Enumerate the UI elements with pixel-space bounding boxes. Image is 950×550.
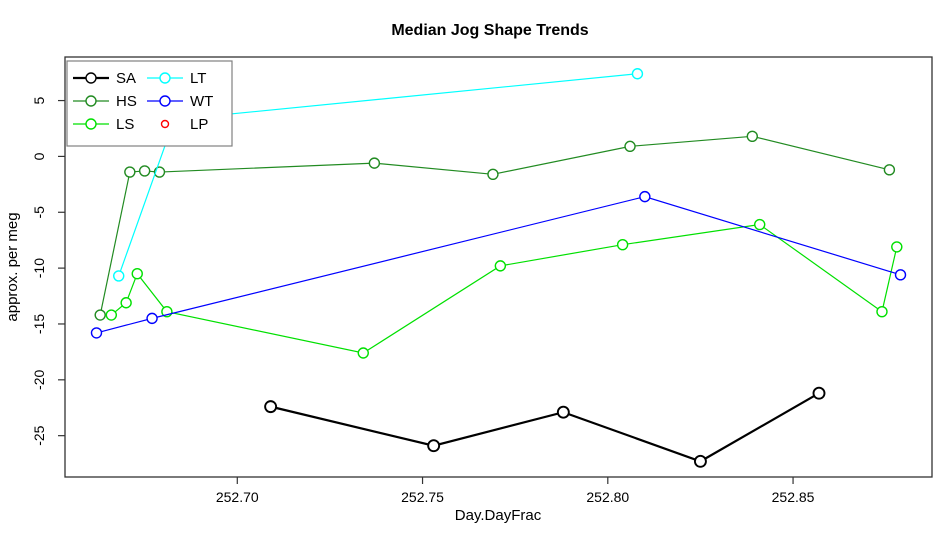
data-point [487,168,499,180]
data-point [754,218,766,231]
data-point [639,190,651,203]
data-point [891,241,903,253]
legend-marker [159,72,171,84]
legend-label: SA [116,70,136,87]
x-tick-label: 252.75 [401,489,444,505]
data-point [357,347,369,359]
data-point [264,400,278,414]
legend-entry-HS: HS [73,93,137,110]
y-tick-label: -5 [31,206,47,219]
data-point [124,166,136,178]
legend-label: WT [190,93,213,110]
data-point [146,312,158,325]
data-point [113,270,125,282]
legend: SA HS LS LT WT LP [66,60,233,147]
series-line [96,196,901,334]
data-point [894,269,907,281]
legend-label: LS [116,116,134,133]
x-tick-label: 252.85 [772,489,815,505]
legend-entry-LT: LT [147,70,206,87]
series-LS [105,218,903,359]
y-tick-label: -25 [31,425,47,445]
y-tick-label: 5 [31,96,47,104]
chart-title: Median Jog Shape Trends [391,22,588,39]
data-point [94,309,106,321]
legend-label: HS [116,93,137,110]
series-SA [264,386,826,468]
plot-border [64,56,933,478]
legend-marker [160,119,170,129]
series-line [99,135,890,316]
legend-marker [85,72,97,84]
data-point [883,164,896,176]
plot-area: 252.70 252.75 252.80 252.85 5 0 -5 -10 -15 -20 -25 [31,56,933,505]
data-point [746,130,759,143]
y-tick-label: 0 [31,152,47,160]
legend-entry-LP: LP [160,116,208,133]
y-tick-label: -10 [31,258,47,278]
data-point [138,165,151,177]
data-point [131,268,143,280]
series-line [270,392,820,463]
data-point [120,297,132,309]
y-tick-label: -20 [31,369,47,389]
series-HS [94,130,896,321]
data-point [624,140,636,153]
data-point [876,305,888,318]
data-point [105,309,118,321]
series-line [110,223,898,354]
legend-marker [85,118,97,130]
data-point [616,238,629,251]
data-point [427,439,441,453]
data-point [631,68,644,80]
legend-marker [159,95,171,107]
x-tick-label: 252.70 [216,489,259,505]
data-point [556,405,570,419]
legend-label: LP [190,116,208,133]
x-axis-label: Day.DayFrac [455,507,542,524]
data-point [812,386,826,400]
x-tick-label: 252.80 [586,489,629,505]
legend-marker [85,95,97,107]
y-tick-label: -15 [31,314,47,334]
legend-entry-WT: WT [147,93,213,110]
legend-entry-SA: SA [73,70,136,87]
series-WT [90,190,907,339]
data-point [494,260,507,272]
data-point [90,327,103,339]
legend-label: LT [190,70,206,87]
data-point [368,157,381,169]
data-point [693,454,707,468]
legend-entry-LS: LS [73,116,134,133]
y-axis-label: approx. per meg [4,212,21,321]
